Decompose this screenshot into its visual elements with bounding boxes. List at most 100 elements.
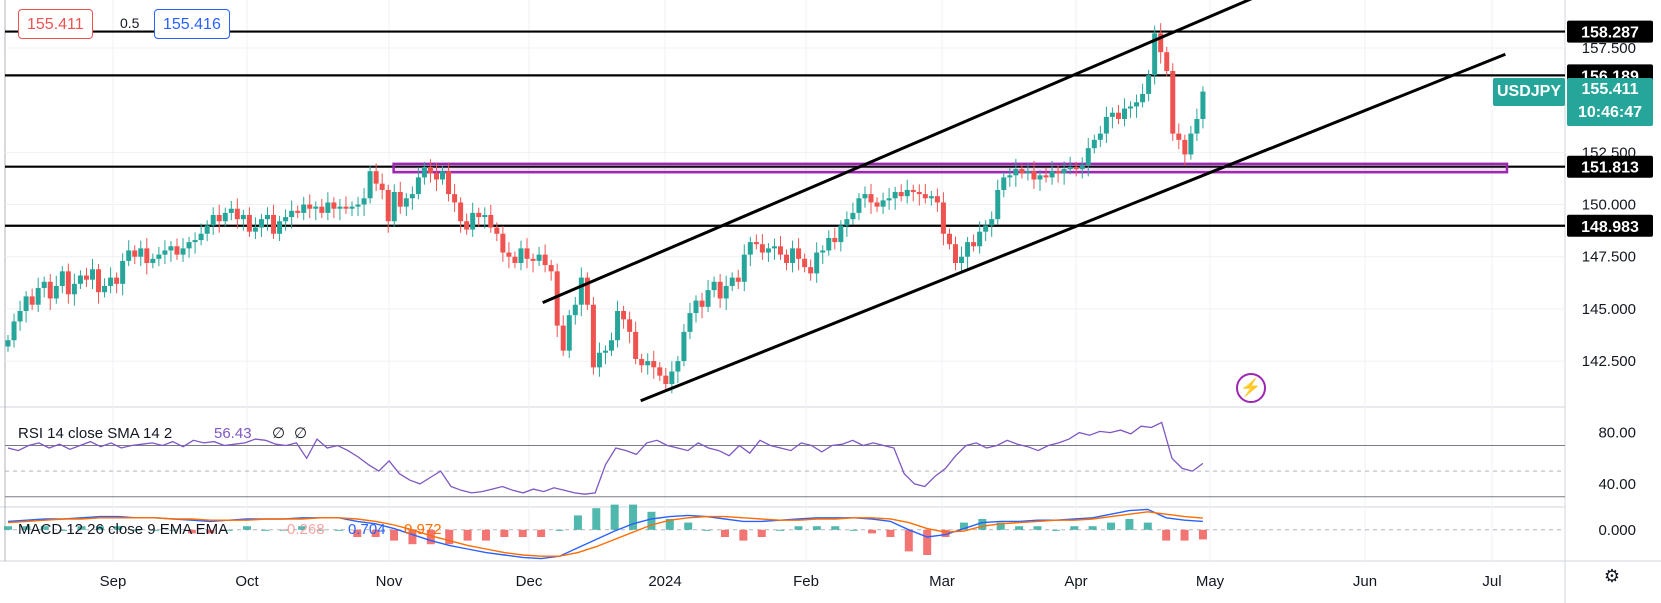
- candle-body: [741, 254, 747, 282]
- candle-body: [934, 196, 940, 203]
- candle-body: [880, 200, 886, 207]
- indicator-legends: RSI 14 close SMA 14 2 56.43 ∅ ∅ MACD 12 26 c…: [18, 425, 442, 538]
- sell-price-button[interactable]: 155.411: [18, 9, 93, 39]
- candle-body: [1079, 164, 1085, 170]
- candle-body: [657, 367, 663, 376]
- candle-body: [820, 250, 826, 253]
- y-tick-label: 157.500: [1582, 40, 1636, 57]
- candle-body: [512, 256, 518, 263]
- candle-body: [403, 198, 409, 207]
- candle-body: [1182, 139, 1188, 155]
- candle-body: [53, 285, 59, 299]
- macd-histogram-bar: [959, 522, 968, 530]
- macd-histogram-bar: [812, 526, 821, 530]
- candle-body: [126, 250, 132, 261]
- candle-body: [868, 194, 874, 203]
- macd-histogram-bar: [353, 529, 362, 537]
- candle-body: [168, 246, 174, 251]
- candle-body: [71, 283, 77, 295]
- macd-histogram-bar: [40, 526, 49, 530]
- candle-body: [916, 192, 922, 195]
- candle-body: [560, 325, 566, 351]
- candle-body: [446, 171, 452, 195]
- x-tick-label: Jun: [1353, 573, 1377, 590]
- macd-histogram-bar: [242, 526, 251, 530]
- macd-histogram-bar: [831, 526, 840, 530]
- rsi-y-tick: 40.00: [1598, 476, 1636, 493]
- candle-body: [940, 202, 946, 234]
- macd-histogram-bar: [224, 529, 233, 531]
- candle-body: [675, 361, 681, 372]
- candle-body: [23, 296, 29, 311]
- x-tick-label: Dec: [516, 573, 543, 590]
- macd-y-tick: 0.000: [1598, 522, 1636, 539]
- buy-price-button[interactable]: 155.416: [154, 9, 230, 39]
- macd-histogram-bar: [647, 511, 656, 530]
- candle-body: [1097, 133, 1103, 140]
- rsi-line: [7, 421, 1204, 495]
- candle-body: [476, 212, 482, 218]
- candle-body: [1085, 148, 1091, 165]
- candle-body: [1007, 175, 1013, 178]
- macd-legend-signal: 0.972: [404, 521, 442, 538]
- candle-body: [174, 246, 180, 255]
- level-pill-label: 148.983: [1581, 219, 1639, 236]
- candle-body: [180, 248, 186, 255]
- x-tick-label: Mar: [929, 573, 955, 590]
- candle-body: [41, 281, 47, 289]
- macd-histogram-bar: [463, 529, 472, 541]
- candle-body: [464, 221, 470, 230]
- rsi-y-tick: 80.00: [1598, 425, 1636, 442]
- level-pill-label: 151.813: [1581, 160, 1639, 177]
- candle-body: [856, 198, 862, 213]
- candle-body: [17, 310, 23, 322]
- macd-histogram-bar: [757, 529, 766, 537]
- macd-histogram-bar: [132, 529, 141, 531]
- candle-body: [838, 225, 844, 243]
- rsi-legend-extra: ∅: [294, 425, 307, 442]
- candle-body: [289, 210, 295, 218]
- channel-lower-line: [640, 52, 1506, 403]
- macd-histogram-bar: [886, 529, 895, 537]
- candle-body: [222, 212, 228, 222]
- candle-body: [325, 202, 331, 213]
- horizontal-levels: [5, 30, 1565, 227]
- candle-body: [639, 358, 645, 366]
- macd-histogram-bar: [1162, 529, 1171, 541]
- gear-icon[interactable]: ⚙: [1603, 566, 1621, 586]
- candle-body: [343, 206, 349, 209]
- candle-body: [530, 258, 536, 261]
- candle-body: [102, 285, 108, 293]
- candle-body: [313, 206, 319, 209]
- x-tick-label: Sep: [100, 573, 127, 590]
- trend-channel: [542, 0, 1506, 403]
- macd-histogram-bar: [59, 529, 68, 531]
- macd-histogram-bar: [371, 529, 380, 537]
- candle-body: [216, 214, 222, 222]
- candle-body: [234, 208, 240, 220]
- macd-histogram-bar: [187, 529, 196, 534]
- macd-legend-macd: 0.704: [348, 521, 386, 538]
- macd-histogram-bar: [1051, 529, 1060, 531]
- candle-body: [1194, 118, 1200, 134]
- candle-body: [1176, 133, 1182, 140]
- candle-body: [615, 310, 621, 341]
- resistance-zone-box: [392, 162, 1509, 174]
- candle-body: [433, 173, 439, 180]
- candle-body: [271, 214, 277, 234]
- candle-body: [258, 219, 264, 228]
- candle-body: [953, 244, 959, 263]
- candle-body: [1061, 169, 1067, 174]
- candle-body: [995, 189, 1001, 220]
- x-tick-label: Oct: [235, 573, 259, 590]
- lightning-bolt-icon[interactable]: ⚡: [1236, 373, 1266, 403]
- candle-body: [844, 219, 850, 226]
- candle-body: [735, 277, 741, 282]
- candle-body: [862, 194, 868, 199]
- macd-histogram-bar: [1015, 526, 1024, 530]
- macd-histogram-bar: [629, 504, 638, 530]
- candle-body: [458, 202, 464, 222]
- macd-histogram-bar: [445, 529, 454, 545]
